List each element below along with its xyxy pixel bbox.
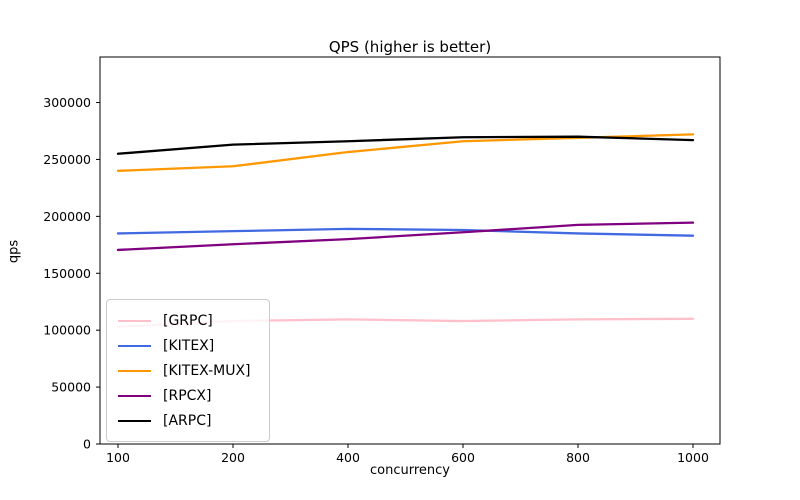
legend-item-kitex: [KITEX] bbox=[118, 333, 258, 358]
legend-label: [GRPC] bbox=[163, 312, 213, 329]
legend-item-grpc: [GRPC] bbox=[118, 308, 258, 333]
y-tick-label: 0 bbox=[83, 437, 91, 452]
y-tick-label: 200000 bbox=[43, 209, 91, 224]
x-tick-label: 400 bbox=[336, 450, 360, 465]
chart-title: QPS (higher is better) bbox=[328, 38, 492, 56]
legend-swatch-line bbox=[118, 344, 151, 347]
y-tick-label: 250000 bbox=[43, 152, 91, 167]
x-tick-label: 1000 bbox=[677, 450, 709, 465]
y-tick-label: 50000 bbox=[51, 380, 91, 395]
x-axis-label: concurrency bbox=[370, 463, 450, 478]
series-line-arpc bbox=[116, 135, 695, 155]
legend-swatch-line bbox=[118, 369, 151, 372]
y-axis-label: qps bbox=[6, 239, 22, 264]
legend-item-kitex-mux: [KITEX-MUX] bbox=[118, 358, 258, 383]
legend-swatch-line bbox=[118, 394, 151, 397]
y-tick-label: 100000 bbox=[43, 323, 91, 338]
x-tick-label: 600 bbox=[451, 450, 475, 465]
legend-item-rpcx: [RPCX] bbox=[118, 383, 258, 408]
series-line-kitex bbox=[116, 227, 695, 237]
legend-label: [KITEX-MUX] bbox=[163, 362, 251, 379]
legend-swatch-line bbox=[118, 319, 151, 322]
y-tick-label: 150000 bbox=[43, 266, 91, 281]
axes-frame bbox=[99, 56, 721, 445]
legend-item-arpc: [ARPC] bbox=[118, 408, 258, 433]
series-line-rpcx bbox=[116, 221, 695, 252]
x-tick-label: 200 bbox=[221, 450, 245, 465]
legend-label: [ARPC] bbox=[163, 412, 212, 429]
legend-label: [RPCX] bbox=[163, 387, 212, 404]
legend: [GRPC] [KITEX] [KITEX-MUX] [RPCX] [ARPC] bbox=[106, 299, 270, 442]
x-tick-label: 100 bbox=[106, 450, 130, 465]
legend-swatch-line bbox=[118, 419, 151, 422]
y-tick-label: 300000 bbox=[43, 95, 91, 110]
x-tick-label: 800 bbox=[566, 450, 590, 465]
legend-label: [KITEX] bbox=[163, 337, 215, 354]
